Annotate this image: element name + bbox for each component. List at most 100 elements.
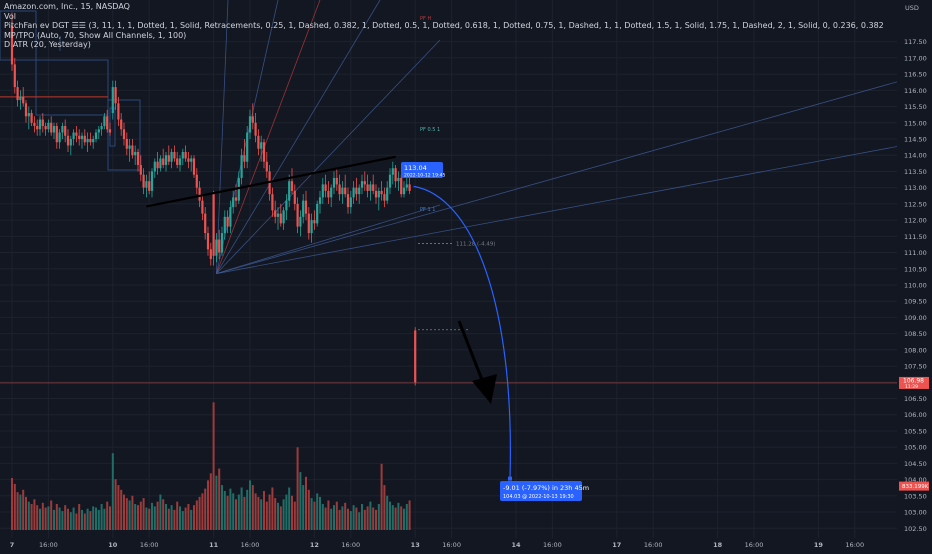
candle-body <box>324 184 327 191</box>
candle-body <box>181 151 184 159</box>
candle-body <box>24 103 28 117</box>
candle-body <box>167 155 170 162</box>
volume-bar <box>319 496 321 530</box>
volume-bar <box>277 502 279 530</box>
volume-bar <box>358 512 361 530</box>
price-tick-label: 115.50 <box>904 103 927 111</box>
candle-body <box>122 129 126 139</box>
candle-body <box>111 87 114 114</box>
current-price-sublabel: 11:29 <box>905 384 918 390</box>
candle-body <box>97 129 100 133</box>
volume-bar <box>27 501 30 530</box>
volume-bar <box>226 495 229 530</box>
candle-body <box>55 126 58 143</box>
candle-body <box>338 184 341 195</box>
candle-body <box>103 116 106 127</box>
volume-bar <box>137 505 139 530</box>
volume-bar <box>179 506 181 530</box>
volume-bar <box>293 501 296 530</box>
candle-body <box>50 122 53 133</box>
time-tick-label: 7 <box>10 541 15 549</box>
volume-bar <box>377 504 380 530</box>
candle-body <box>41 119 44 127</box>
candle-body <box>134 151 137 156</box>
candle-body <box>341 187 344 195</box>
fan-line <box>216 0 381 274</box>
candle-body <box>234 197 238 201</box>
candle-body <box>64 126 67 136</box>
volume-bar <box>400 506 403 530</box>
candle-body <box>206 233 210 250</box>
projection-end-label: -9.01 (-7.97%) in 23h 45m <box>503 484 589 492</box>
candle-body <box>195 174 198 188</box>
volume-bar <box>391 505 394 530</box>
candle-body <box>229 207 232 227</box>
volume-bar <box>25 496 27 530</box>
volume-badge <box>899 481 929 491</box>
tpo-outline <box>109 107 116 147</box>
volume-bar <box>349 511 352 530</box>
price-axis-unit: USD <box>905 4 919 12</box>
volume-badge-label: 833.199K <box>902 484 929 490</box>
volume-bar <box>257 496 260 530</box>
price-tick-label: 112.00 <box>904 217 927 225</box>
candle-body <box>262 142 266 162</box>
price-tick-label: 116.00 <box>904 87 927 95</box>
time-tick-label: 11 <box>209 541 219 549</box>
volume-bar <box>134 504 137 530</box>
volume-bar <box>67 508 69 530</box>
candle-body <box>75 132 78 136</box>
candle-body <box>153 161 156 172</box>
volume-bar <box>44 507 47 530</box>
candle-body <box>327 190 330 198</box>
candle-body <box>318 197 322 204</box>
volume-bar <box>145 507 148 530</box>
candle-body <box>397 177 400 182</box>
volume-bar <box>240 487 243 530</box>
candle-body <box>83 135 86 143</box>
volume-bar <box>117 485 120 530</box>
volume-bar <box>363 509 366 530</box>
volume-bar <box>218 468 221 530</box>
volume-bar <box>111 453 114 530</box>
projection-end-detail: 104.03 @ 2022-10-13 19:30 <box>503 494 574 500</box>
volume-bar <box>55 504 58 530</box>
legend-mptpo: MP/TPO (Auto, 70, Show All Channels, 1, … <box>4 30 187 40</box>
candle-body <box>66 135 70 146</box>
price-tick-label: 117.50 <box>904 38 927 46</box>
volume-bar <box>307 489 310 530</box>
candle-body <box>136 151 140 165</box>
candle-body <box>237 177 240 201</box>
volume-bar <box>263 491 265 530</box>
volume-bar <box>397 502 400 530</box>
candle-body <box>321 184 324 198</box>
volume-bar <box>184 507 187 530</box>
price-tick-label: 108.00 <box>904 346 927 354</box>
volume-bar <box>335 501 338 530</box>
current-price-badge <box>899 376 929 389</box>
candle-body <box>248 116 252 133</box>
price-tick-label: 102.50 <box>904 525 927 533</box>
volume-bar <box>291 495 293 530</box>
candle-body <box>61 126 64 133</box>
volume-bar <box>279 506 282 530</box>
candle-body <box>125 139 128 149</box>
volume-bar <box>221 485 223 530</box>
price-tick-label: 112.50 <box>904 200 927 208</box>
price-tick-label: 110.50 <box>904 265 927 273</box>
volume-bar <box>305 476 307 530</box>
candle-body <box>78 135 81 139</box>
candle-body <box>72 132 75 139</box>
volume-bar <box>181 511 184 530</box>
candle-body <box>30 113 33 123</box>
volume-bar <box>254 493 257 530</box>
volume-bar <box>123 494 125 530</box>
volume-bar <box>58 507 61 530</box>
volume-bar <box>30 504 33 530</box>
candle-body <box>218 239 221 253</box>
candle-body <box>142 174 145 188</box>
time-tick-label: 18 <box>713 541 723 549</box>
